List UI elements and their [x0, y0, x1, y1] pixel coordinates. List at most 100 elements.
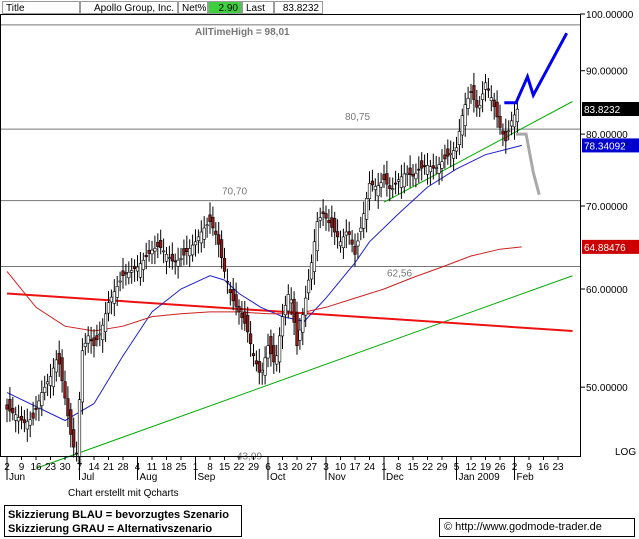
legend-blue: Skizzierung BLAU = bevorzugtes Szenario	[8, 509, 229, 521]
candle-body	[263, 357, 267, 376]
x-tick-label: 18	[161, 462, 173, 473]
candle-body	[327, 220, 331, 224]
x-tick-label: 28	[117, 462, 129, 473]
y-tick-label: 80.00000	[586, 130, 628, 141]
x-tick-label: 29	[248, 462, 260, 473]
x-tick-label: 22	[233, 462, 245, 473]
candle-body	[370, 180, 375, 186]
month-label: Jan 2009	[459, 472, 501, 483]
x-tick-label: 29	[436, 462, 448, 473]
candle-body	[37, 400, 41, 409]
candle-body	[376, 185, 380, 197]
candle-body	[5, 404, 9, 410]
candle-body	[428, 166, 433, 173]
candle-body	[251, 353, 256, 357]
month-label: Sep	[198, 472, 216, 483]
candle-body	[234, 294, 238, 307]
candle-body	[283, 305, 288, 316]
candle-body	[237, 306, 241, 313]
candle-body	[34, 407, 38, 410]
candle-body	[405, 172, 409, 175]
candle-body	[472, 85, 476, 100]
y-tick-label: 50.00000	[586, 383, 628, 394]
candle-body	[391, 188, 395, 190]
month-label: Nov	[328, 472, 346, 483]
candle-body	[411, 173, 415, 177]
candle-body	[382, 174, 386, 181]
candle-body	[22, 419, 27, 424]
candle-body	[356, 240, 360, 247]
candle-body	[164, 253, 169, 262]
price-tag	[582, 102, 639, 117]
candle-body	[315, 221, 319, 252]
trendline	[35, 275, 573, 469]
candle-body	[469, 91, 473, 93]
candle-body	[11, 407, 15, 414]
x-tick-label: 27	[306, 462, 318, 473]
candle-body	[367, 183, 372, 200]
chart-credit: Chart erstellt mit Qcharts	[68, 488, 179, 499]
scenario-gray-path	[516, 132, 541, 195]
candle-body	[362, 213, 366, 229]
candle-body	[385, 173, 389, 185]
quote-header: Title Apollo Group, Inc. Net% 2.90 Last …	[0, 0, 400, 16]
candle-body	[112, 291, 116, 304]
candle-body	[309, 262, 314, 280]
candle-body	[72, 429, 76, 448]
candle-body	[182, 248, 186, 256]
x-tick-label: 20	[291, 462, 303, 473]
candle-body	[440, 161, 444, 169]
price-tag-label: 64.88476	[584, 243, 626, 254]
candle-body	[463, 104, 467, 126]
title-label: Title	[2, 1, 80, 14]
x-tick-label: 17	[349, 462, 361, 473]
candle-body	[373, 186, 377, 190]
candle-body	[501, 130, 505, 135]
candle-body	[115, 286, 119, 298]
price-tag	[582, 138, 639, 153]
last-label: Last	[242, 1, 274, 14]
candle-body	[275, 355, 279, 365]
candle-body	[449, 153, 453, 155]
trendline	[383, 101, 573, 203]
candle-body	[492, 99, 496, 107]
month-label: Jun	[9, 472, 25, 483]
candle-body	[454, 147, 459, 152]
candle-body	[167, 257, 172, 259]
candle-body	[301, 314, 305, 333]
candle-body	[341, 236, 346, 249]
candle-body	[69, 409, 73, 435]
candle-body	[347, 231, 351, 235]
candle-body	[408, 167, 412, 175]
candle-body	[153, 248, 157, 252]
candle-body	[396, 179, 401, 182]
candle-body	[199, 231, 203, 244]
candle-body	[359, 227, 363, 232]
candle-body	[446, 148, 450, 157]
y-tick-label: 100.00000	[586, 10, 634, 21]
candle-body	[133, 266, 137, 270]
candle-body	[393, 182, 398, 185]
x-tick-label: 30	[59, 462, 71, 473]
price-candles	[5, 72, 519, 477]
candle-body	[16, 417, 21, 422]
source-link[interactable]: © http://www.godmode-trader.de	[439, 518, 635, 537]
candle-body	[156, 242, 160, 248]
candle-body	[179, 258, 183, 260]
candle-body	[89, 339, 93, 342]
month-label: Aug	[140, 472, 158, 483]
candle-body	[196, 236, 201, 241]
x-tick-label: 22	[422, 462, 434, 473]
x-tick-label: 24	[364, 462, 376, 473]
candle-body	[318, 217, 322, 221]
x-tick-label: 25	[175, 462, 187, 473]
candle-body	[101, 324, 105, 341]
candle-body	[77, 399, 82, 465]
candle-body	[321, 211, 325, 215]
candle-body	[98, 333, 102, 336]
candle-body	[28, 419, 32, 426]
candle-body	[86, 335, 90, 344]
plot-frame	[0, 14, 581, 457]
candle-body	[422, 165, 427, 168]
